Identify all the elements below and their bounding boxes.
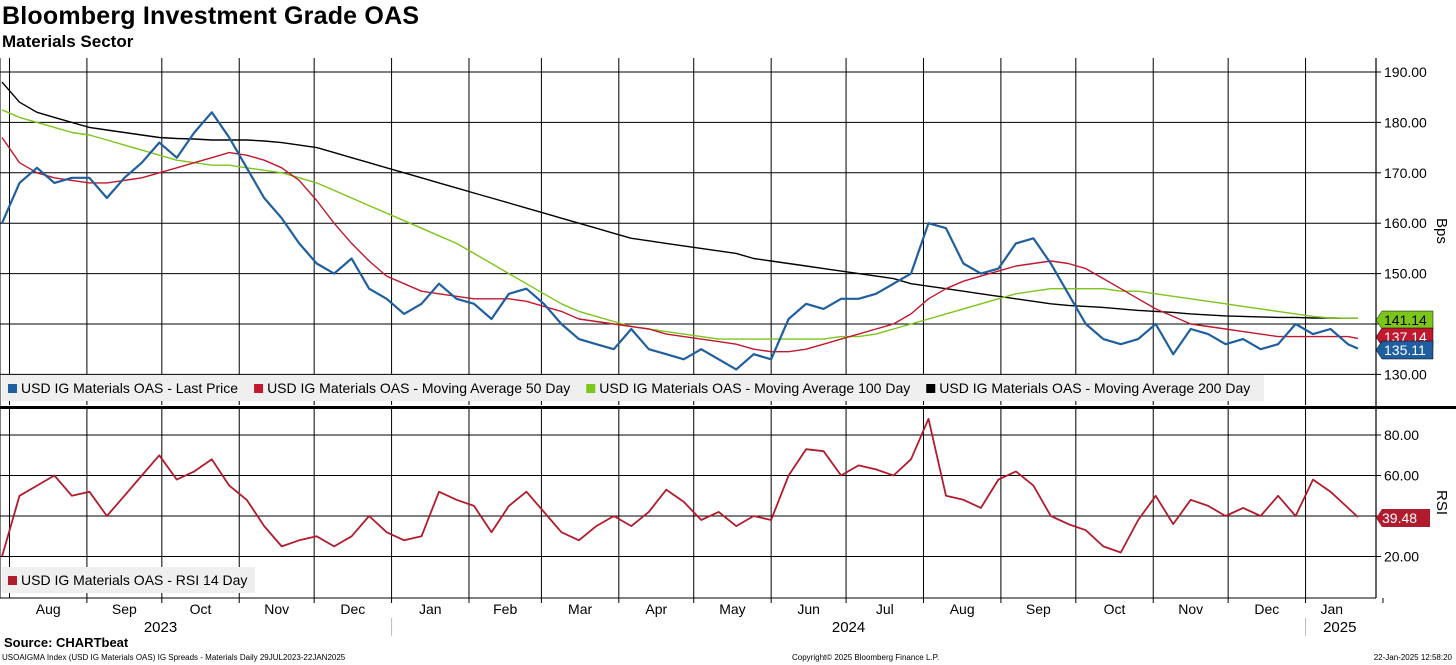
xtick-label: Apr [645, 601, 667, 617]
ytick-label-top: 150.00 [1384, 266, 1427, 282]
series-layer [0, 81, 1359, 557]
series-line-ma100 [1, 109, 1358, 340]
panel-separator [0, 406, 1456, 409]
ytick-label-top: 190.00 [1384, 64, 1427, 80]
xtick-label: Aug [36, 601, 61, 617]
legend-box [2, 375, 1264, 401]
series-line-rsi [1, 417, 1359, 557]
xtick-label: Oct [190, 601, 212, 617]
last-value-tag-rsi [1376, 509, 1430, 527]
grid [0, 58, 1376, 598]
xtick-label: Feb [493, 601, 517, 617]
xtick-label: Aug [950, 601, 975, 617]
legend-item: USD IG Materials OAS - Last Price [21, 380, 238, 396]
legend-layer: USD IG Materials OAS - Last Price USD IG … [2, 375, 1264, 593]
legend-swatch [8, 384, 17, 393]
ytick-label-top: 160.00 [1384, 215, 1427, 231]
chart-title: Bloomberg Investment Grade OAS [2, 2, 420, 30]
last-value-tag [1375, 310, 1434, 330]
ytick-label-top: 130.00 [1384, 366, 1427, 382]
xtick-label: Dec [340, 601, 365, 617]
legend-item: USD IG Materials OAS - Moving Average 20… [939, 380, 1250, 396]
legend-swatch [8, 576, 17, 585]
footer-timestamp: 22-Jan-2025 12:58:20 [1373, 653, 1452, 662]
last-value-tag [1375, 340, 1434, 360]
xtick-label: Nov [264, 601, 289, 617]
legend-swatch [586, 384, 596, 393]
last-value-label: 141.14 [1384, 312, 1427, 328]
xtick-label: Mar [568, 601, 592, 617]
ytick-label-bottom: 80.00 [1384, 427, 1419, 443]
legend-item: USD IG Materials OAS - Moving Average 10… [599, 380, 910, 396]
y-axis-title-bottom: RSI [1433, 490, 1450, 515]
plot-frame [0, 58, 1456, 599]
axis-layer: 190.00180.00170.00160.00150.00140.00130.… [36, 64, 1450, 636]
xtick-label: Jan [1320, 601, 1343, 617]
legend-swatch [254, 384, 264, 393]
xtick-label: Nov [1178, 601, 1203, 617]
xtick-label: Jun [797, 601, 820, 617]
xtick-label: Dec [1254, 601, 1279, 617]
series-line-ma200 [1, 81, 1358, 319]
source-note: Source: CHARTbeat [4, 635, 129, 650]
xtick-label: Jan [419, 601, 442, 617]
ytick-label-top: 180.00 [1384, 114, 1427, 130]
year-label: 2025 [1323, 619, 1356, 636]
ytick-label-bottom: 20.00 [1384, 549, 1419, 565]
series-line-last-price [0, 111, 1359, 371]
series-line-ma50 [1, 137, 1359, 353]
legend-item: USD IG Materials OAS - RSI 14 Day [21, 572, 247, 588]
footer-index-info: USOAIGMA Index (USD IG Materials OAS) IG… [2, 653, 346, 662]
y-axis-title-top: Bps [1433, 218, 1450, 244]
last-value-label: 135.11 [1384, 342, 1426, 358]
legend-box [2, 567, 255, 593]
year-label: 2023 [144, 619, 177, 636]
last-value-label-rsi: 39.48 [1382, 510, 1417, 526]
legend-swatch [926, 384, 936, 393]
xtick-label: Oct [1104, 601, 1126, 617]
ytick-label-bottom: 60.00 [1384, 468, 1419, 484]
ytick-label-top: 170.00 [1384, 165, 1427, 181]
xtick-label: Jul [876, 601, 894, 617]
year-label: 2024 [832, 619, 865, 636]
xtick-label: May [719, 601, 745, 617]
legend-item: USD IG Materials OAS - Moving Average 50… [267, 380, 570, 396]
footer-copyright: Copyright© 2025 Bloomberg Finance L.P. [792, 653, 940, 662]
xtick-label: Sep [1026, 601, 1051, 617]
xtick-label: Sep [112, 601, 137, 617]
chart-subtitle: Materials Sector [2, 32, 134, 51]
